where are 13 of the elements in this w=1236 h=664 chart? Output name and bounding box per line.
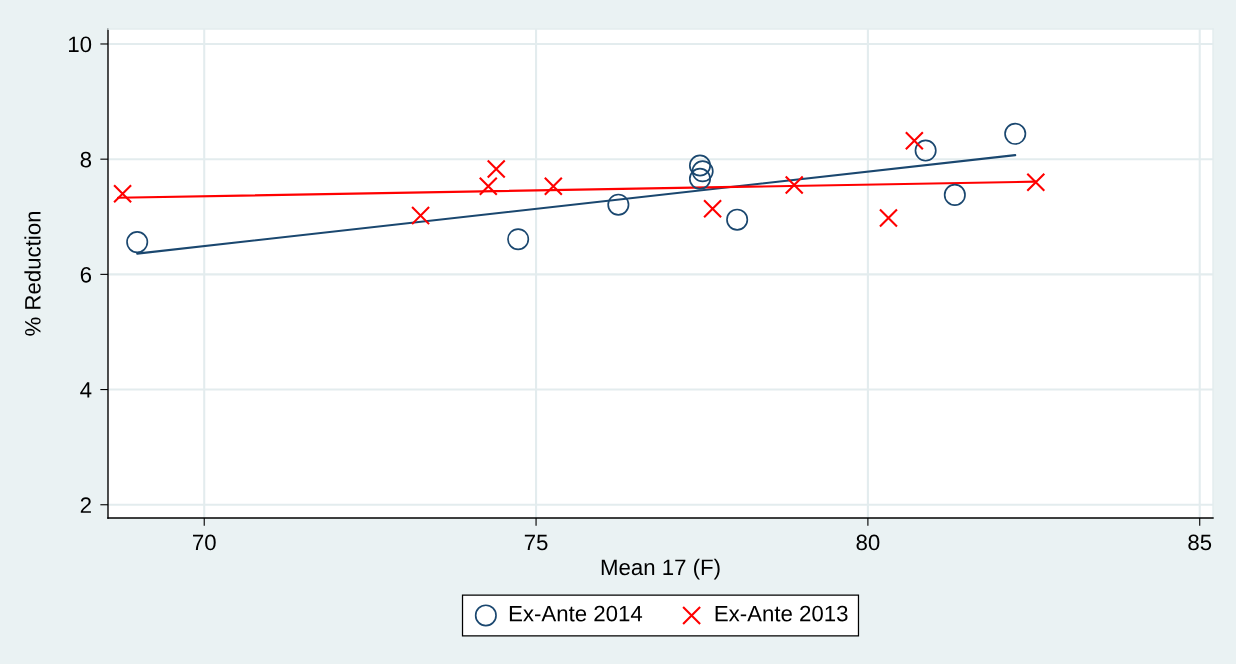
y-tick-label: 4	[80, 382, 92, 398]
legend-label: Ex-Ante 2013	[715, 605, 848, 622]
x-axis-title: Mean 17 (F)	[601, 558, 720, 580]
x-tick-label: 85	[1188, 534, 1212, 551]
y-tick-label: 8	[80, 151, 92, 168]
legend-label: Ex-Ante 2014	[509, 605, 643, 622]
x-tick-label: 75	[524, 534, 548, 551]
y-tick-label: 10	[69, 36, 92, 53]
y-tick-label: 6	[80, 266, 92, 283]
y-axis-title: % Reduction	[24, 211, 41, 336]
x-tick-label: 80	[856, 534, 880, 551]
x-tick-label: 70	[193, 534, 216, 551]
y-tick-label: 2	[80, 497, 91, 513]
